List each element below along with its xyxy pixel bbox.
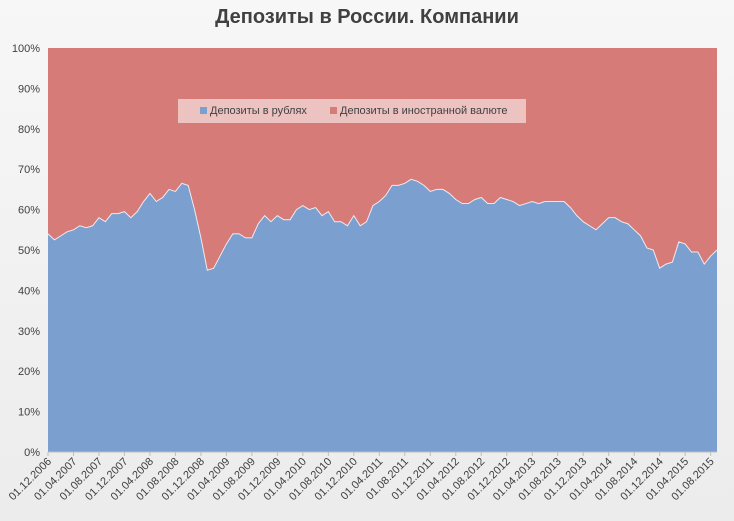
y-tick-label: 30% xyxy=(18,326,40,338)
series-boundary-line xyxy=(47,178,718,271)
y-tick-label: 90% xyxy=(18,83,40,95)
legend-label-rubles: Депозиты в рублях xyxy=(210,105,307,117)
y-tick-label: 100% xyxy=(12,43,40,55)
chart-title: Депозиты в России. Компании xyxy=(215,6,519,28)
y-tick-label: 40% xyxy=(18,285,40,297)
y-tick-label: 80% xyxy=(18,124,40,136)
legend-swatch-foreign-currency xyxy=(330,107,337,114)
legend-swatch-rubles xyxy=(200,107,207,114)
y-tick-label: 0% xyxy=(24,447,40,459)
y-tick-label: 60% xyxy=(18,205,40,217)
legend-box xyxy=(178,99,526,123)
y-tick-label: 70% xyxy=(18,164,40,176)
series-area-rubles xyxy=(48,179,717,453)
y-tick-label: 10% xyxy=(18,407,40,419)
y-tick-label: 50% xyxy=(18,245,40,257)
y-tick-label: 20% xyxy=(18,366,40,378)
legend: Депозиты в рублях Депозиты в иностранной … xyxy=(178,99,526,123)
legend-label-foreign-currency: Депозиты в иностранной валюте xyxy=(340,105,507,117)
